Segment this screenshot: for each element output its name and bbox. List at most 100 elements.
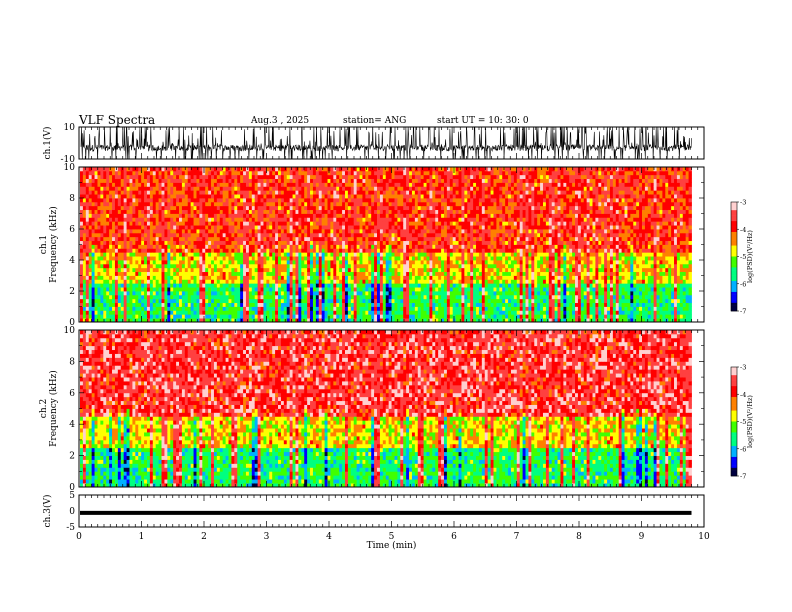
spectrogram-cell: [333, 271, 337, 276]
spectrogram-cell: [342, 178, 346, 183]
spectrogram-cell: [330, 298, 334, 304]
spectrogram-cell: [219, 221, 224, 226]
spectrogram-cell: [321, 201, 325, 207]
spectrogram-cell: [144, 287, 148, 292]
spectrogram-cell: [164, 260, 168, 265]
spectrogram-cell: [80, 310, 84, 315]
spectrogram-cell: [307, 260, 311, 265]
spectrogram-cell: [388, 221, 392, 226]
spectrogram-cell: [420, 279, 424, 284]
spectrogram-cell: [263, 283, 267, 288]
spectrogram-cell: [176, 229, 180, 234]
spectrogram-cell: [318, 225, 323, 230]
spectrogram-cell: [391, 252, 395, 257]
spectrogram-cell: [103, 186, 107, 191]
spectrogram-cell: [245, 306, 250, 311]
spectrogram-cell: [382, 225, 387, 230]
spectrogram-cell: [263, 174, 267, 180]
spectrogram-cell: [426, 260, 430, 265]
spectrogram-cell: [414, 209, 419, 214]
spectrogram-cell: [196, 167, 200, 172]
spectrogram-cell: [216, 186, 221, 191]
spectrogram-cell: [353, 271, 358, 276]
spectrogram-cell: [295, 283, 299, 288]
spectrogram-cell: [283, 201, 288, 207]
spectrogram-cell: [149, 310, 154, 315]
spectrogram-cell: [400, 283, 404, 288]
spectrogram-cell: [301, 283, 305, 288]
spectrogram-cell: [248, 167, 253, 172]
spectrogram-cell: [298, 167, 302, 172]
spectrogram-cell: [219, 294, 224, 300]
spectrogram-cell: [237, 244, 241, 249]
spectrogram-cell: [237, 186, 241, 191]
spectrogram-cell: [211, 209, 215, 214]
spectrogram-cell: [330, 167, 334, 172]
spectrogram-cell: [103, 221, 107, 226]
spectrogram-cell: [149, 287, 154, 292]
spectrogram-cell: [164, 294, 168, 300]
spectrogram-cell: [365, 298, 369, 304]
spectrogram-cell: [342, 314, 346, 319]
spectrogram-cell: [135, 279, 139, 284]
spectrogram-cell: [155, 298, 160, 304]
spectrogram-cell: [164, 302, 168, 307]
spectrogram-cell: [327, 287, 331, 292]
spectrogram-cell: [251, 190, 256, 195]
spectrogram-cell: [394, 240, 398, 245]
spectrogram-cell: [420, 260, 424, 265]
spectrogram-cell: [193, 306, 197, 311]
spectrogram-cell: [208, 302, 212, 307]
spectrogram-cell: [257, 225, 261, 230]
spectrogram-cell: [222, 178, 226, 183]
spectrogram-cell: [353, 190, 358, 195]
spectrogram-cell: [318, 287, 323, 292]
spectrogram-cell: [161, 217, 165, 222]
spectrogram-cell: [278, 271, 282, 276]
spectrogram-cell: [245, 291, 250, 296]
spectrogram-cell: [205, 232, 209, 238]
spectrogram-cell: [426, 314, 430, 319]
spectrogram-cell: [365, 275, 369, 280]
spectrogram-cell: [266, 256, 270, 261]
spectrogram-cell: [97, 236, 101, 242]
spectrogram-cell: [216, 267, 221, 273]
spectrogram-cell: [216, 256, 221, 261]
spectrogram-cell: [298, 283, 302, 288]
spectrogram-cell: [330, 229, 334, 234]
spectrogram-cell: [403, 302, 407, 307]
spectrogram-cell: [158, 291, 162, 296]
spectrogram-cell: [211, 279, 215, 284]
spectrogram-cell: [225, 232, 229, 238]
spectrogram-cell: [219, 232, 224, 238]
spectrogram-cell: [301, 318, 305, 323]
spectrogram-cell: [382, 283, 387, 288]
spectrogram-cell: [403, 318, 407, 323]
spectrogram-cell: [237, 287, 241, 292]
spectrogram-cell: [307, 229, 311, 234]
spectrogram-cell: [237, 225, 241, 230]
spectrogram-cell: [391, 229, 395, 234]
spectrogram-cell: [388, 267, 392, 273]
spectrogram-cell: [406, 271, 410, 276]
spectrogram-cell: [152, 182, 157, 187]
spectrogram-cell: [339, 198, 343, 203]
spectrogram-cell: [123, 294, 127, 300]
spectrogram-cell: [161, 244, 165, 249]
spectrogram-cell: [190, 182, 194, 187]
spectrogram-cell: [181, 229, 186, 234]
spectrogram-cell: [193, 174, 197, 180]
spectrogram-cell: [382, 213, 387, 218]
spectrogram-cell: [190, 240, 194, 245]
spectrogram-cell: [385, 244, 390, 249]
spectrogram-cell: [304, 260, 308, 265]
spectrogram-cell: [243, 205, 247, 211]
spectrogram-cell: [88, 271, 93, 276]
spectrogram-cell: [135, 263, 139, 269]
spectrogram-cell: [138, 248, 142, 253]
spectrogram-cell: [324, 275, 328, 280]
spectrogram-cell: [117, 229, 122, 234]
spectrogram-cell: [275, 314, 279, 319]
spectrogram-cell: [409, 209, 413, 214]
spectrogram-cell: [216, 314, 221, 319]
